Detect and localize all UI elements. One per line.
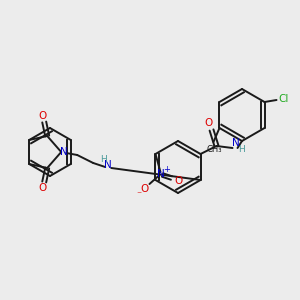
Text: O: O — [38, 111, 46, 121]
Text: N: N — [232, 138, 239, 148]
Text: +: + — [163, 164, 170, 173]
Text: H: H — [100, 154, 106, 164]
Text: CH₃: CH₃ — [207, 146, 222, 154]
Text: N: N — [157, 169, 164, 179]
Text: Cl: Cl — [278, 94, 289, 104]
Text: H: H — [238, 145, 245, 154]
Text: O: O — [38, 183, 46, 193]
Text: N: N — [104, 160, 112, 170]
Text: O: O — [204, 118, 213, 128]
Text: O: O — [174, 176, 183, 186]
Text: O: O — [140, 184, 148, 194]
Text: N: N — [60, 147, 68, 157]
Text: ⁻: ⁻ — [136, 190, 141, 200]
